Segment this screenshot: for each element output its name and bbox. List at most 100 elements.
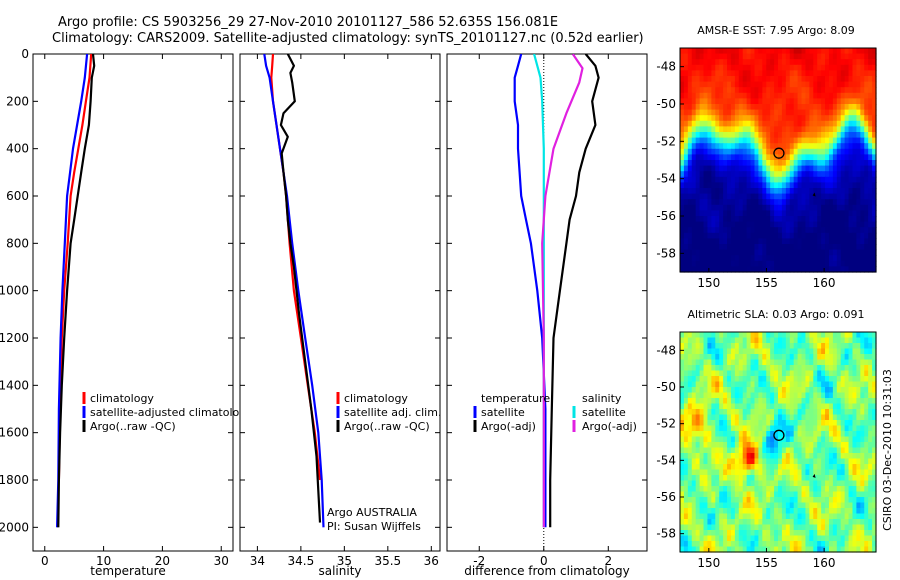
heatmap-cell — [754, 193, 759, 200]
heatmap-cell — [691, 171, 697, 178]
heatmap-cell — [832, 120, 838, 127]
heatmap-cell — [832, 519, 838, 526]
heatmap-cell — [832, 447, 838, 454]
heatmap-cell — [715, 502, 720, 509]
heatmap-cell — [864, 535, 869, 542]
heatmap-cell — [817, 109, 822, 116]
heatmap-cell — [727, 70, 732, 77]
heatmap-cell — [856, 210, 861, 217]
heatmap-cell — [715, 126, 720, 133]
heatmap-cell — [699, 148, 705, 155]
heatmap-cell — [789, 115, 795, 122]
heatmap-cell — [860, 204, 865, 211]
heatmap-cell — [793, 204, 799, 211]
heatmap-cell — [750, 370, 756, 377]
heatmap-cell — [695, 216, 701, 223]
heatmap-cell — [691, 160, 697, 167]
heatmap-cell — [750, 348, 756, 355]
heatmap-cell — [703, 502, 709, 509]
heatmap-cell — [723, 546, 728, 553]
heatmap-cell — [774, 491, 779, 498]
heatmap-cell — [848, 447, 854, 454]
heatmap-cell — [797, 188, 803, 195]
heatmap-cell — [762, 508, 767, 515]
heatmap-cell — [680, 232, 685, 239]
heatmap-cell — [864, 87, 869, 94]
heatmap-cell — [703, 348, 709, 355]
heatmap-cell — [828, 403, 834, 410]
heatmap-cell — [793, 64, 799, 71]
heatmap-cell — [711, 491, 716, 498]
heatmap-cell — [809, 453, 814, 460]
heatmap-cell — [856, 458, 861, 465]
map-y-tick-label: -54 — [656, 453, 676, 467]
heatmap-cell — [680, 420, 685, 427]
heatmap-cell — [695, 469, 701, 476]
heatmap-cell — [687, 535, 693, 542]
heatmap-cell — [750, 87, 756, 94]
heatmap-cell — [817, 115, 822, 122]
heatmap-cell — [730, 420, 736, 427]
map-x-tick-label: 150 — [697, 276, 720, 290]
heatmap-cell — [781, 469, 787, 476]
heatmap-cell — [781, 513, 787, 520]
heatmap-cell — [860, 414, 865, 421]
heatmap-cell — [738, 92, 744, 99]
heatmap-cell — [821, 513, 826, 520]
heatmap-cell — [868, 266, 873, 273]
heatmap-cell — [868, 53, 873, 60]
heatmap-cell — [797, 453, 803, 460]
heatmap-cell — [742, 436, 748, 443]
heatmap-cell — [695, 403, 701, 410]
heatmap-cell — [821, 266, 826, 273]
heatmap-cell — [778, 392, 783, 399]
heatmap-cell — [864, 238, 869, 245]
heatmap-cell — [762, 376, 767, 383]
heatmap-cell — [778, 376, 783, 383]
heatmap-cell — [821, 442, 826, 449]
heatmap-cell — [817, 176, 822, 183]
heatmap-cell — [809, 188, 814, 195]
heatmap-cell — [825, 182, 830, 189]
heatmap-cell — [723, 332, 728, 339]
heatmap-cell — [789, 469, 795, 476]
heatmap-cell — [809, 249, 814, 256]
heatmap-cell — [864, 188, 869, 195]
heatmap-cell — [762, 398, 767, 405]
heatmap-cell — [836, 376, 842, 383]
heatmap-cell — [746, 513, 752, 520]
heatmap-cell — [715, 519, 720, 526]
heatmap-cell — [715, 409, 720, 416]
heatmap-cell — [781, 160, 787, 167]
heatmap-cell — [774, 160, 779, 167]
heatmap-cell — [754, 204, 759, 211]
heatmap-cell — [754, 132, 759, 139]
heatmap-cell — [723, 148, 728, 155]
heatmap-cell — [762, 469, 767, 476]
heatmap-cell — [711, 497, 716, 504]
heatmap-cell — [825, 115, 830, 122]
heatmap-cell — [852, 227, 857, 234]
heatmap-cell — [758, 535, 763, 542]
heatmap-cell — [719, 64, 724, 71]
heatmap-cell — [754, 176, 759, 183]
heatmap-cell — [789, 244, 795, 251]
heatmap-cell — [868, 132, 873, 139]
heatmap-cell — [797, 76, 803, 83]
heatmap-cell — [766, 216, 771, 223]
heatmap-cell — [715, 513, 720, 520]
heatmap-cell — [872, 70, 877, 77]
heatmap-cell — [805, 266, 810, 273]
x-tick-label: 20 — [155, 554, 170, 568]
heatmap-cell — [703, 165, 709, 172]
heatmap-cell — [762, 165, 767, 172]
heatmap-cell — [821, 255, 826, 262]
heatmap-cell — [707, 126, 712, 133]
heatmap-cell — [801, 486, 807, 493]
heatmap-cell — [750, 343, 756, 350]
heatmap-cell — [766, 76, 771, 83]
heatmap-cell — [821, 381, 826, 388]
heatmap-cell — [813, 232, 818, 239]
heatmap-cell — [836, 508, 842, 515]
heatmap-cell — [680, 160, 685, 167]
